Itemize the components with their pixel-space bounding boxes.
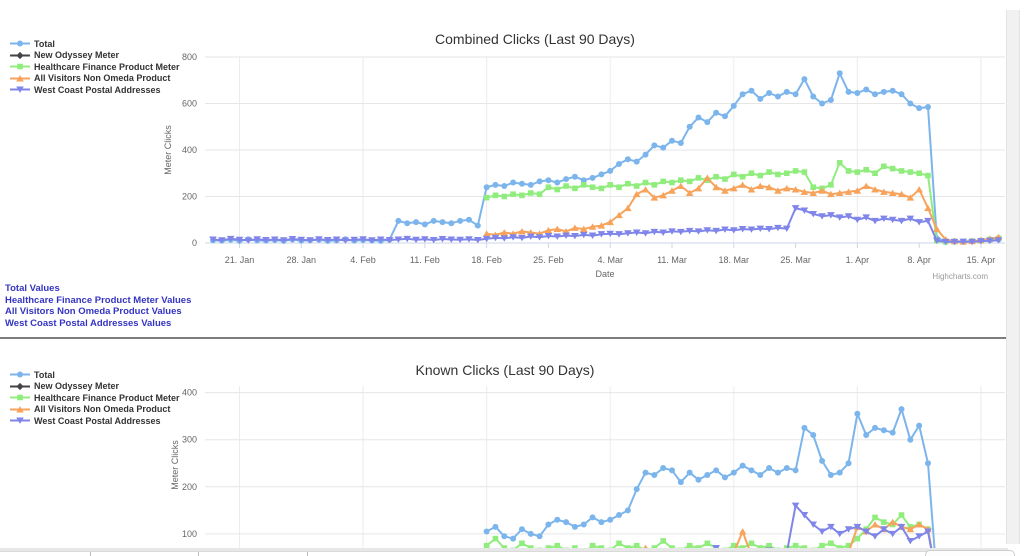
svg-text:Date: Date xyxy=(595,269,614,279)
known-clicks-section: 100 200 300 400 Meter Clicks Known Clicks (L… xyxy=(0,341,1008,548)
svg-text:800: 800 xyxy=(182,52,197,62)
link-total-values[interactable]: Total Values xyxy=(5,283,60,294)
svg-text:600: 600 xyxy=(182,99,197,109)
svg-text:18. Feb: 18. Feb xyxy=(471,255,502,265)
series-west-coast-postal-addresses xyxy=(209,205,1003,246)
legend-item-new-odyssey-meter[interactable]: New Odyssey Meter xyxy=(10,50,180,62)
svg-text:1. Apr: 1. Apr xyxy=(846,255,870,265)
svg-text:8. Apr: 8. Apr xyxy=(907,255,931,265)
svg-text:28. Jan: 28. Jan xyxy=(287,255,317,265)
legend-label: West Coast Postal Addresses xyxy=(34,84,161,95)
y-axis-title: Meter Clicks xyxy=(163,125,173,175)
legend-label: All Visitors Non Omeda Product xyxy=(34,404,171,415)
legend-item-all-visitors-non-omeda-product[interactable]: All Visitors Non Omeda Product xyxy=(10,73,180,85)
legend-item-new-odyssey-meter[interactable]: New Odyssey Meter xyxy=(10,381,180,393)
legend-label: West Coast Postal Addresses xyxy=(34,415,161,426)
all-visitors-non-omeda-product-legend-marker-icon xyxy=(10,74,30,82)
vertical-scrollbar[interactable] xyxy=(1006,10,1020,544)
legend-item-healthcare-finance-product-meter[interactable]: Healthcare Finance Product Meter xyxy=(10,392,180,404)
svg-text:25. Mar: 25. Mar xyxy=(780,255,811,265)
series-total xyxy=(483,406,936,548)
series-all-visitors-non-omeda-product xyxy=(482,174,1003,245)
combined-chart-title: Combined Clicks (Last 90 Days) xyxy=(435,31,635,47)
new-odyssey-meter-legend-marker-icon xyxy=(10,51,30,59)
table-column-divider xyxy=(198,552,199,556)
link-west-coast-postal-addresses-values[interactable]: West Coast Postal Addresses Values xyxy=(5,317,172,329)
legend-item-all-visitors-non-omeda-product[interactable]: All Visitors Non Omeda Product xyxy=(10,404,180,416)
table-column-divider xyxy=(307,552,308,556)
link-all-visitors-non-omeda-product-values[interactable]: All Visitors Non Omeda Product Values xyxy=(5,306,182,317)
svg-text:4. Mar: 4. Mar xyxy=(597,255,623,265)
west-coast-postal-addresses-legend-marker-icon xyxy=(10,86,30,94)
svg-text:200: 200 xyxy=(182,192,197,202)
svg-text:400: 400 xyxy=(182,145,197,155)
section-divider xyxy=(0,337,1008,339)
svg-text:11. Feb: 11. Feb xyxy=(410,255,440,265)
legend-label: New Odyssey Meter xyxy=(34,50,120,61)
svg-text:200: 200 xyxy=(182,482,197,492)
svg-text:400: 400 xyxy=(182,388,197,398)
combined-chart-legend: Total New Odyssey Meter Healthcare Finance… xyxy=(10,38,180,96)
combined-clicks-section: 0 200 400 600 800 21. Jan 28. Jan 4. Feb 11. Feb… xyxy=(0,10,1008,338)
svg-text:4. Feb: 4. Feb xyxy=(350,255,376,265)
legend-item-total[interactable]: Total xyxy=(10,369,180,381)
highcharts-credit-link[interactable]: Highcharts.com xyxy=(932,272,988,281)
legend-item-west-coast-postal-addresses[interactable]: West Coast Postal Addresses xyxy=(10,415,180,427)
y-axis-title: Meter Clicks xyxy=(170,440,180,490)
legend-item-total[interactable]: Total xyxy=(10,38,180,50)
svg-text:100: 100 xyxy=(182,529,197,539)
legend-label: All Visitors Non Omeda Product xyxy=(34,73,171,84)
svg-text:25. Feb: 25. Feb xyxy=(533,255,564,265)
healthcare-finance-product-meter-legend-marker-icon xyxy=(10,394,30,401)
healthcare-finance-product-meter-legend-marker-icon xyxy=(10,63,30,70)
legend-label: New Odyssey Meter xyxy=(34,381,120,392)
svg-text:21. Jan: 21. Jan xyxy=(225,255,255,265)
west-coast-postal-addresses-legend-marker-icon xyxy=(10,417,30,425)
table-control-top-edge xyxy=(925,550,1015,556)
value-links-list: Total Values Healthcare Finance Product M… xyxy=(5,283,191,329)
legend-label: Total xyxy=(34,38,55,49)
total-legend-marker-icon xyxy=(10,371,30,378)
table-column-divider xyxy=(90,552,91,556)
total-legend-marker-icon xyxy=(10,40,30,47)
known-clicks-chart: 100 200 300 400 Meter Clicks xyxy=(170,386,1005,548)
svg-text:18. Mar: 18. Mar xyxy=(719,255,750,265)
series-west-coast-postal-addresses xyxy=(712,502,933,548)
legend-item-healthcare-finance-product-meter[interactable]: Healthcare Finance Product Meter xyxy=(10,61,180,73)
svg-text:11. Mar: 11. Mar xyxy=(657,255,687,265)
all-visitors-non-omeda-product-legend-marker-icon xyxy=(10,405,30,413)
svg-text:300: 300 xyxy=(182,435,197,445)
svg-text:0: 0 xyxy=(192,238,197,248)
known-chart-title: Known Clicks (Last 90 Days) xyxy=(415,362,595,378)
series-healthcare-finance-product-meter xyxy=(483,159,1002,245)
new-odyssey-meter-legend-marker-icon xyxy=(10,382,30,390)
legend-label: Total xyxy=(34,369,55,380)
legend-label: Healthcare Finance Product Meter xyxy=(34,392,180,403)
known-chart-legend: Total New Odyssey Meter Healthcare Finance… xyxy=(10,369,180,427)
combined-clicks-chart: 0 200 400 600 800 21. Jan 28. Jan 4. Feb 11. Feb… xyxy=(163,52,1005,279)
link-healthcare-finance-product-meter-values[interactable]: Healthcare Finance Product Meter Values xyxy=(5,294,192,306)
table-top-edge xyxy=(0,548,1008,552)
legend-item-west-coast-postal-addresses[interactable]: West Coast Postal Addresses xyxy=(10,84,180,96)
legend-label: Healthcare Finance Product Meter xyxy=(34,61,180,72)
svg-text:15. Apr: 15. Apr xyxy=(967,255,996,265)
